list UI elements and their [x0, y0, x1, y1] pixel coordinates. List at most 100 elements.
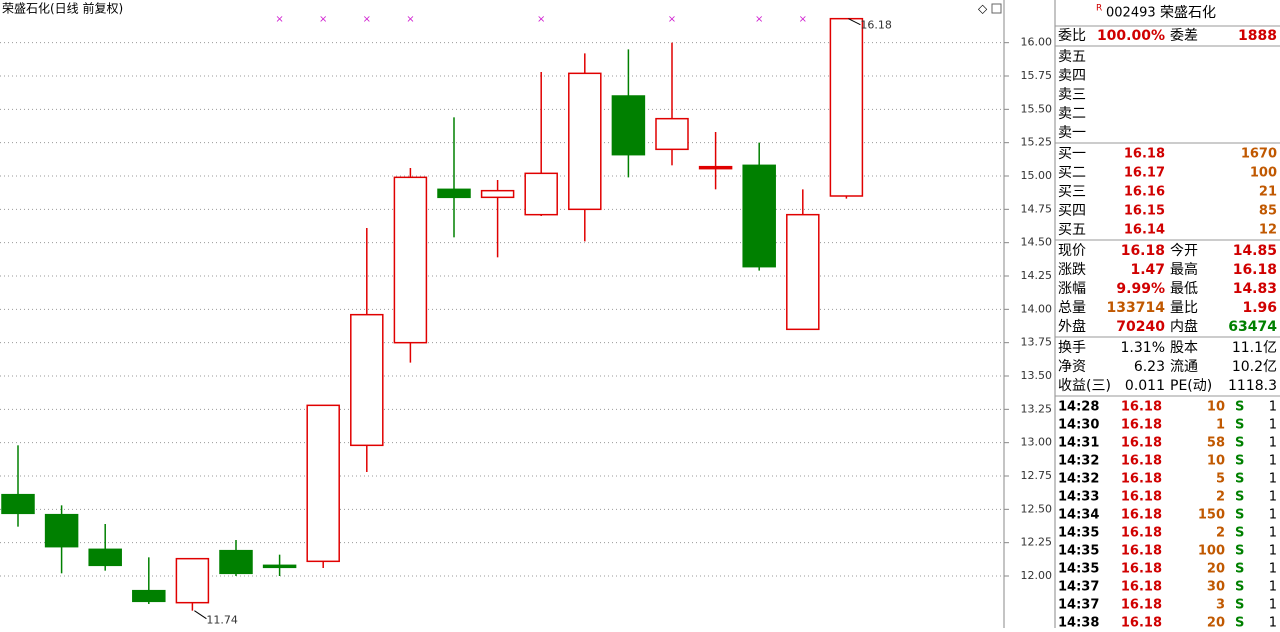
field-label: 委比: [1058, 28, 1086, 44]
field-value: 6.23: [1134, 359, 1165, 375]
y-tick-label: 12.25: [1021, 536, 1053, 549]
bid-price: 16.15: [1124, 204, 1165, 219]
y-tick-label: 12.75: [1021, 469, 1053, 482]
bid-price: 16.17: [1124, 166, 1165, 181]
tick-price: 16.18: [1121, 472, 1162, 487]
field-value: 14.85: [1233, 243, 1277, 259]
candle-body: [132, 589, 166, 603]
field-value: 0.011: [1125, 378, 1165, 394]
signal-flag: ×: [275, 14, 283, 25]
tick-count: 1: [1269, 454, 1277, 469]
tick-time: 14:28: [1058, 400, 1099, 415]
tick-count: 1: [1269, 490, 1277, 505]
tick-time: 14:35: [1058, 526, 1099, 541]
field-value: 70240: [1116, 319, 1165, 335]
tick-count: 1: [1269, 508, 1277, 523]
tick-side: S: [1235, 526, 1244, 541]
y-tick-label: 16.00: [1021, 36, 1053, 49]
candle-body: [262, 564, 297, 569]
bid-volume: 12: [1259, 223, 1277, 238]
tick-volume: 10: [1207, 454, 1225, 469]
tick-volume: 30: [1207, 580, 1225, 595]
y-tick-label: 14.00: [1021, 302, 1053, 315]
bid-price: 16.18: [1124, 147, 1165, 162]
bid-price: 16.14: [1124, 223, 1165, 238]
field-label: PE(动): [1170, 378, 1212, 394]
icon[interactable]: [991, 3, 1002, 14]
bid-label: 买三: [1058, 184, 1086, 200]
candle-body: [786, 213, 820, 331]
tick-volume: 58: [1207, 436, 1225, 451]
tick-count: 1: [1269, 400, 1277, 415]
bid-label: 买二: [1058, 165, 1086, 181]
y-tick-label: 15.50: [1021, 102, 1053, 115]
field-value: 16.18: [1121, 243, 1165, 259]
field-value: 10.2亿: [1232, 359, 1277, 375]
tick-volume: 5: [1216, 472, 1225, 487]
tick-count: 1: [1269, 616, 1277, 629]
bid-price: 16.16: [1124, 185, 1165, 200]
tick-volume: 1: [1216, 418, 1225, 433]
tick-time: 14:38: [1058, 616, 1099, 629]
tick-side: S: [1235, 598, 1244, 613]
bid-label: 买五: [1058, 222, 1086, 238]
tick-time: 14:30: [1058, 418, 1099, 433]
bid-volume: 21: [1259, 185, 1277, 200]
y-tick-label: 14.25: [1021, 269, 1053, 282]
signal-flag: ×: [668, 14, 676, 25]
tick-price: 16.18: [1121, 544, 1162, 559]
y-tick-label: 13.25: [1021, 402, 1053, 415]
ask-label: 卖一: [1058, 125, 1086, 141]
tick-count: 1: [1269, 436, 1277, 451]
tick-price: 16.18: [1121, 418, 1162, 433]
signal-flag: ×: [319, 14, 327, 25]
field-value: 16.18: [1233, 262, 1277, 278]
candle-body: [829, 17, 864, 197]
candle-body: [175, 557, 210, 604]
max-label: 16.18: [860, 19, 892, 32]
signal-flag: ×: [406, 14, 414, 25]
tick-time: 14:37: [1058, 580, 1099, 595]
candle-body: [437, 188, 471, 199]
tick-side: S: [1235, 580, 1244, 595]
y-tick-label: 15.00: [1021, 169, 1053, 182]
tick-side: S: [1235, 400, 1244, 415]
tick-price: 16.18: [1121, 526, 1162, 541]
field-label: 外盘: [1058, 318, 1086, 335]
tick-volume: 2: [1216, 490, 1225, 505]
bid-volume: 85: [1259, 204, 1277, 219]
tick-price: 16.18: [1121, 562, 1162, 577]
tick-time: 14:33: [1058, 490, 1099, 505]
y-tick-label: 13.75: [1021, 336, 1053, 349]
tick-price: 16.18: [1121, 454, 1162, 469]
tick-count: 1: [1269, 562, 1277, 577]
field-label: 涨幅: [1058, 281, 1086, 297]
tick-count: 1: [1269, 580, 1277, 595]
tick-volume: 10: [1207, 400, 1225, 415]
tick-volume: 20: [1207, 616, 1225, 629]
candle-body: [655, 117, 689, 151]
tick-time: 14:31: [1058, 436, 1099, 451]
tick-time: 14:35: [1058, 544, 1099, 559]
icon[interactable]: ◇: [978, 2, 988, 16]
y-tick-label: 12.50: [1021, 502, 1053, 515]
tick-price: 16.18: [1121, 436, 1162, 451]
candle-body: [88, 548, 122, 567]
pointer: [848, 18, 861, 26]
field-label: 换手: [1058, 339, 1086, 356]
tick-side: S: [1235, 472, 1244, 487]
tick-count: 1: [1269, 526, 1277, 541]
bid-label: 买一: [1058, 146, 1086, 162]
field-value: 1888: [1238, 28, 1277, 44]
candle-body: [611, 95, 646, 156]
y-tick-label: 13.00: [1021, 436, 1053, 449]
field-value: 100.00%: [1097, 28, 1165, 44]
field-label: 流通: [1170, 359, 1198, 375]
ask-label: 卖四: [1058, 68, 1086, 84]
tick-side: S: [1235, 562, 1244, 577]
signal-flag: ×: [537, 14, 545, 25]
tick-time: 14:32: [1058, 472, 1099, 487]
tick-side: S: [1235, 436, 1244, 451]
candle-body: [568, 72, 602, 211]
